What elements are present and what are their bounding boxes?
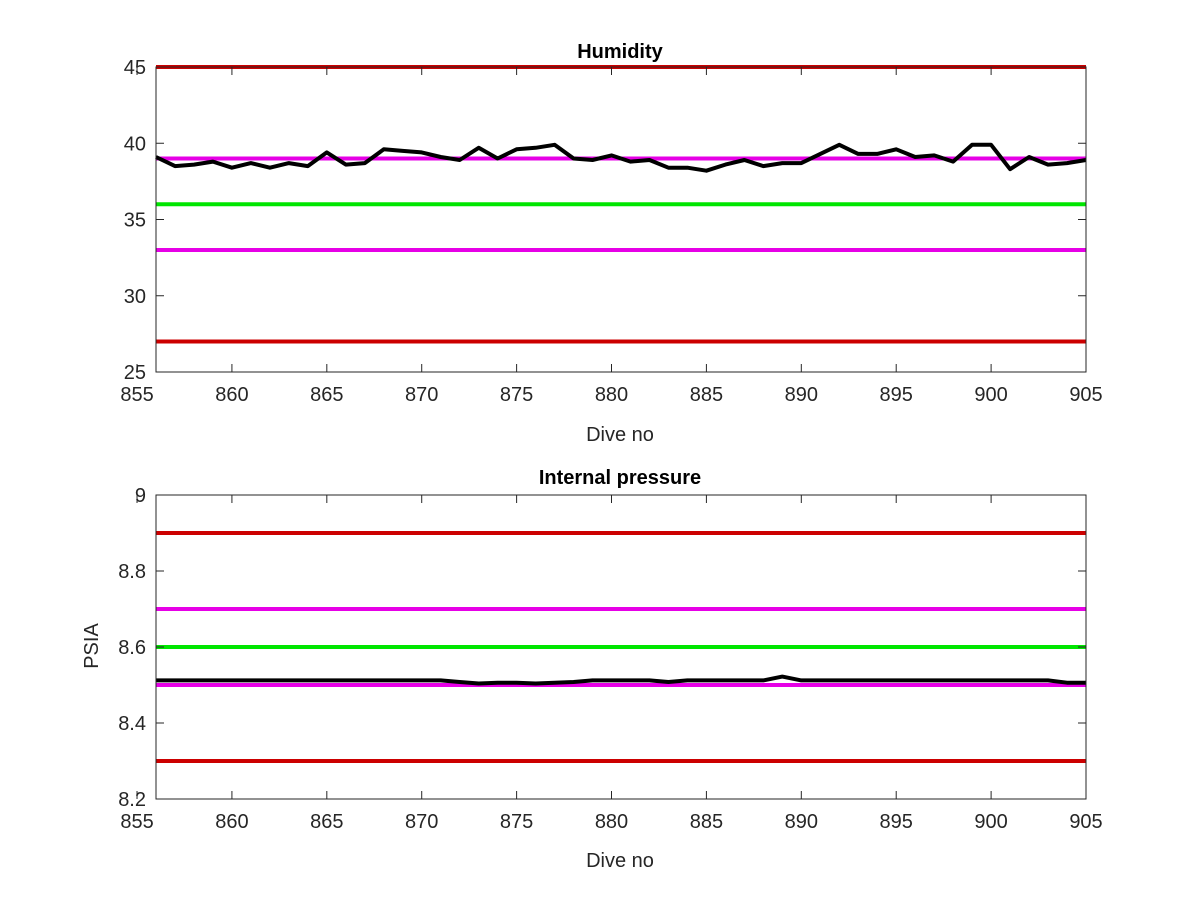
- humidity-x-tick-label: 880: [595, 384, 628, 406]
- internal-pressure-x-tick-label: 890: [785, 811, 818, 833]
- internal-pressure-x-tick-label: 860: [215, 811, 248, 833]
- humidity-x-tick-label: 860: [215, 384, 248, 406]
- internal-pressure-y-tick-label: 8.4: [118, 713, 146, 735]
- humidity-x-tick-label: 875: [500, 384, 533, 406]
- humidity-x-tick-label: 900: [974, 384, 1007, 406]
- humidity-x-tick-label: 890: [785, 384, 818, 406]
- internal-pressure-data-line-0: [156, 674, 1086, 686]
- internal-pressure-y-tick-label: 8.8: [118, 561, 146, 583]
- internal-pressure-y-tick-label: 8.6: [118, 637, 146, 659]
- humidity-x-tick-label: 870: [405, 384, 438, 406]
- humidity-y-tick-label: 30: [124, 286, 146, 308]
- internal-pressure-x-tick-label: 865: [310, 811, 343, 833]
- humidity-plot: Humidity Dive no 855 860 865 870 875 880 885 89…: [120, 41, 1102, 446]
- internal-pressure-x-tick-label: 855: [120, 811, 153, 833]
- internal-pressure-y-tick-label: 8.2: [118, 789, 146, 811]
- humidity-x-tick-label: 865: [310, 384, 343, 406]
- internal-pressure-plot: Internal pressure Dive no PSIA 855 860 865…: [81, 467, 1103, 872]
- internal-pressure-x-axis-label: Dive no: [586, 850, 654, 872]
- internal-pressure-y-tick-label: 9: [135, 485, 146, 507]
- humidity-x-tick-label: 905: [1069, 384, 1102, 406]
- humidity-y-tick-label: 40: [124, 133, 146, 155]
- internal-pressure-x-tick-label: 885: [690, 811, 723, 833]
- humidity-x-tick-label: 895: [880, 384, 913, 406]
- internal-pressure-x-tick-label: 895: [880, 811, 913, 833]
- internal-pressure-x-tick-label: 905: [1069, 811, 1102, 833]
- humidity-x-axis-label: Dive no: [586, 424, 654, 446]
- internal-pressure-x-tick-label: 875: [500, 811, 533, 833]
- humidity-x-tick-label: 885: [690, 384, 723, 406]
- humidity-y-tick-label: 35: [124, 210, 146, 232]
- internal-pressure-y-axis-label: PSIA: [81, 623, 103, 669]
- internal-pressure-x-tick-label: 870: [405, 811, 438, 833]
- humidity-title: Humidity: [577, 41, 663, 63]
- humidity-x-tick-label: 855: [120, 384, 153, 406]
- internal-pressure-title: Internal pressure: [539, 467, 701, 489]
- humidity-y-tick-label: 25: [124, 362, 146, 384]
- internal-pressure-x-tick-label: 880: [595, 811, 628, 833]
- humidity-data-line-0: [155, 142, 1087, 173]
- internal-pressure-x-tick-label: 900: [974, 811, 1007, 833]
- humidity-y-tick-label: 45: [124, 57, 146, 79]
